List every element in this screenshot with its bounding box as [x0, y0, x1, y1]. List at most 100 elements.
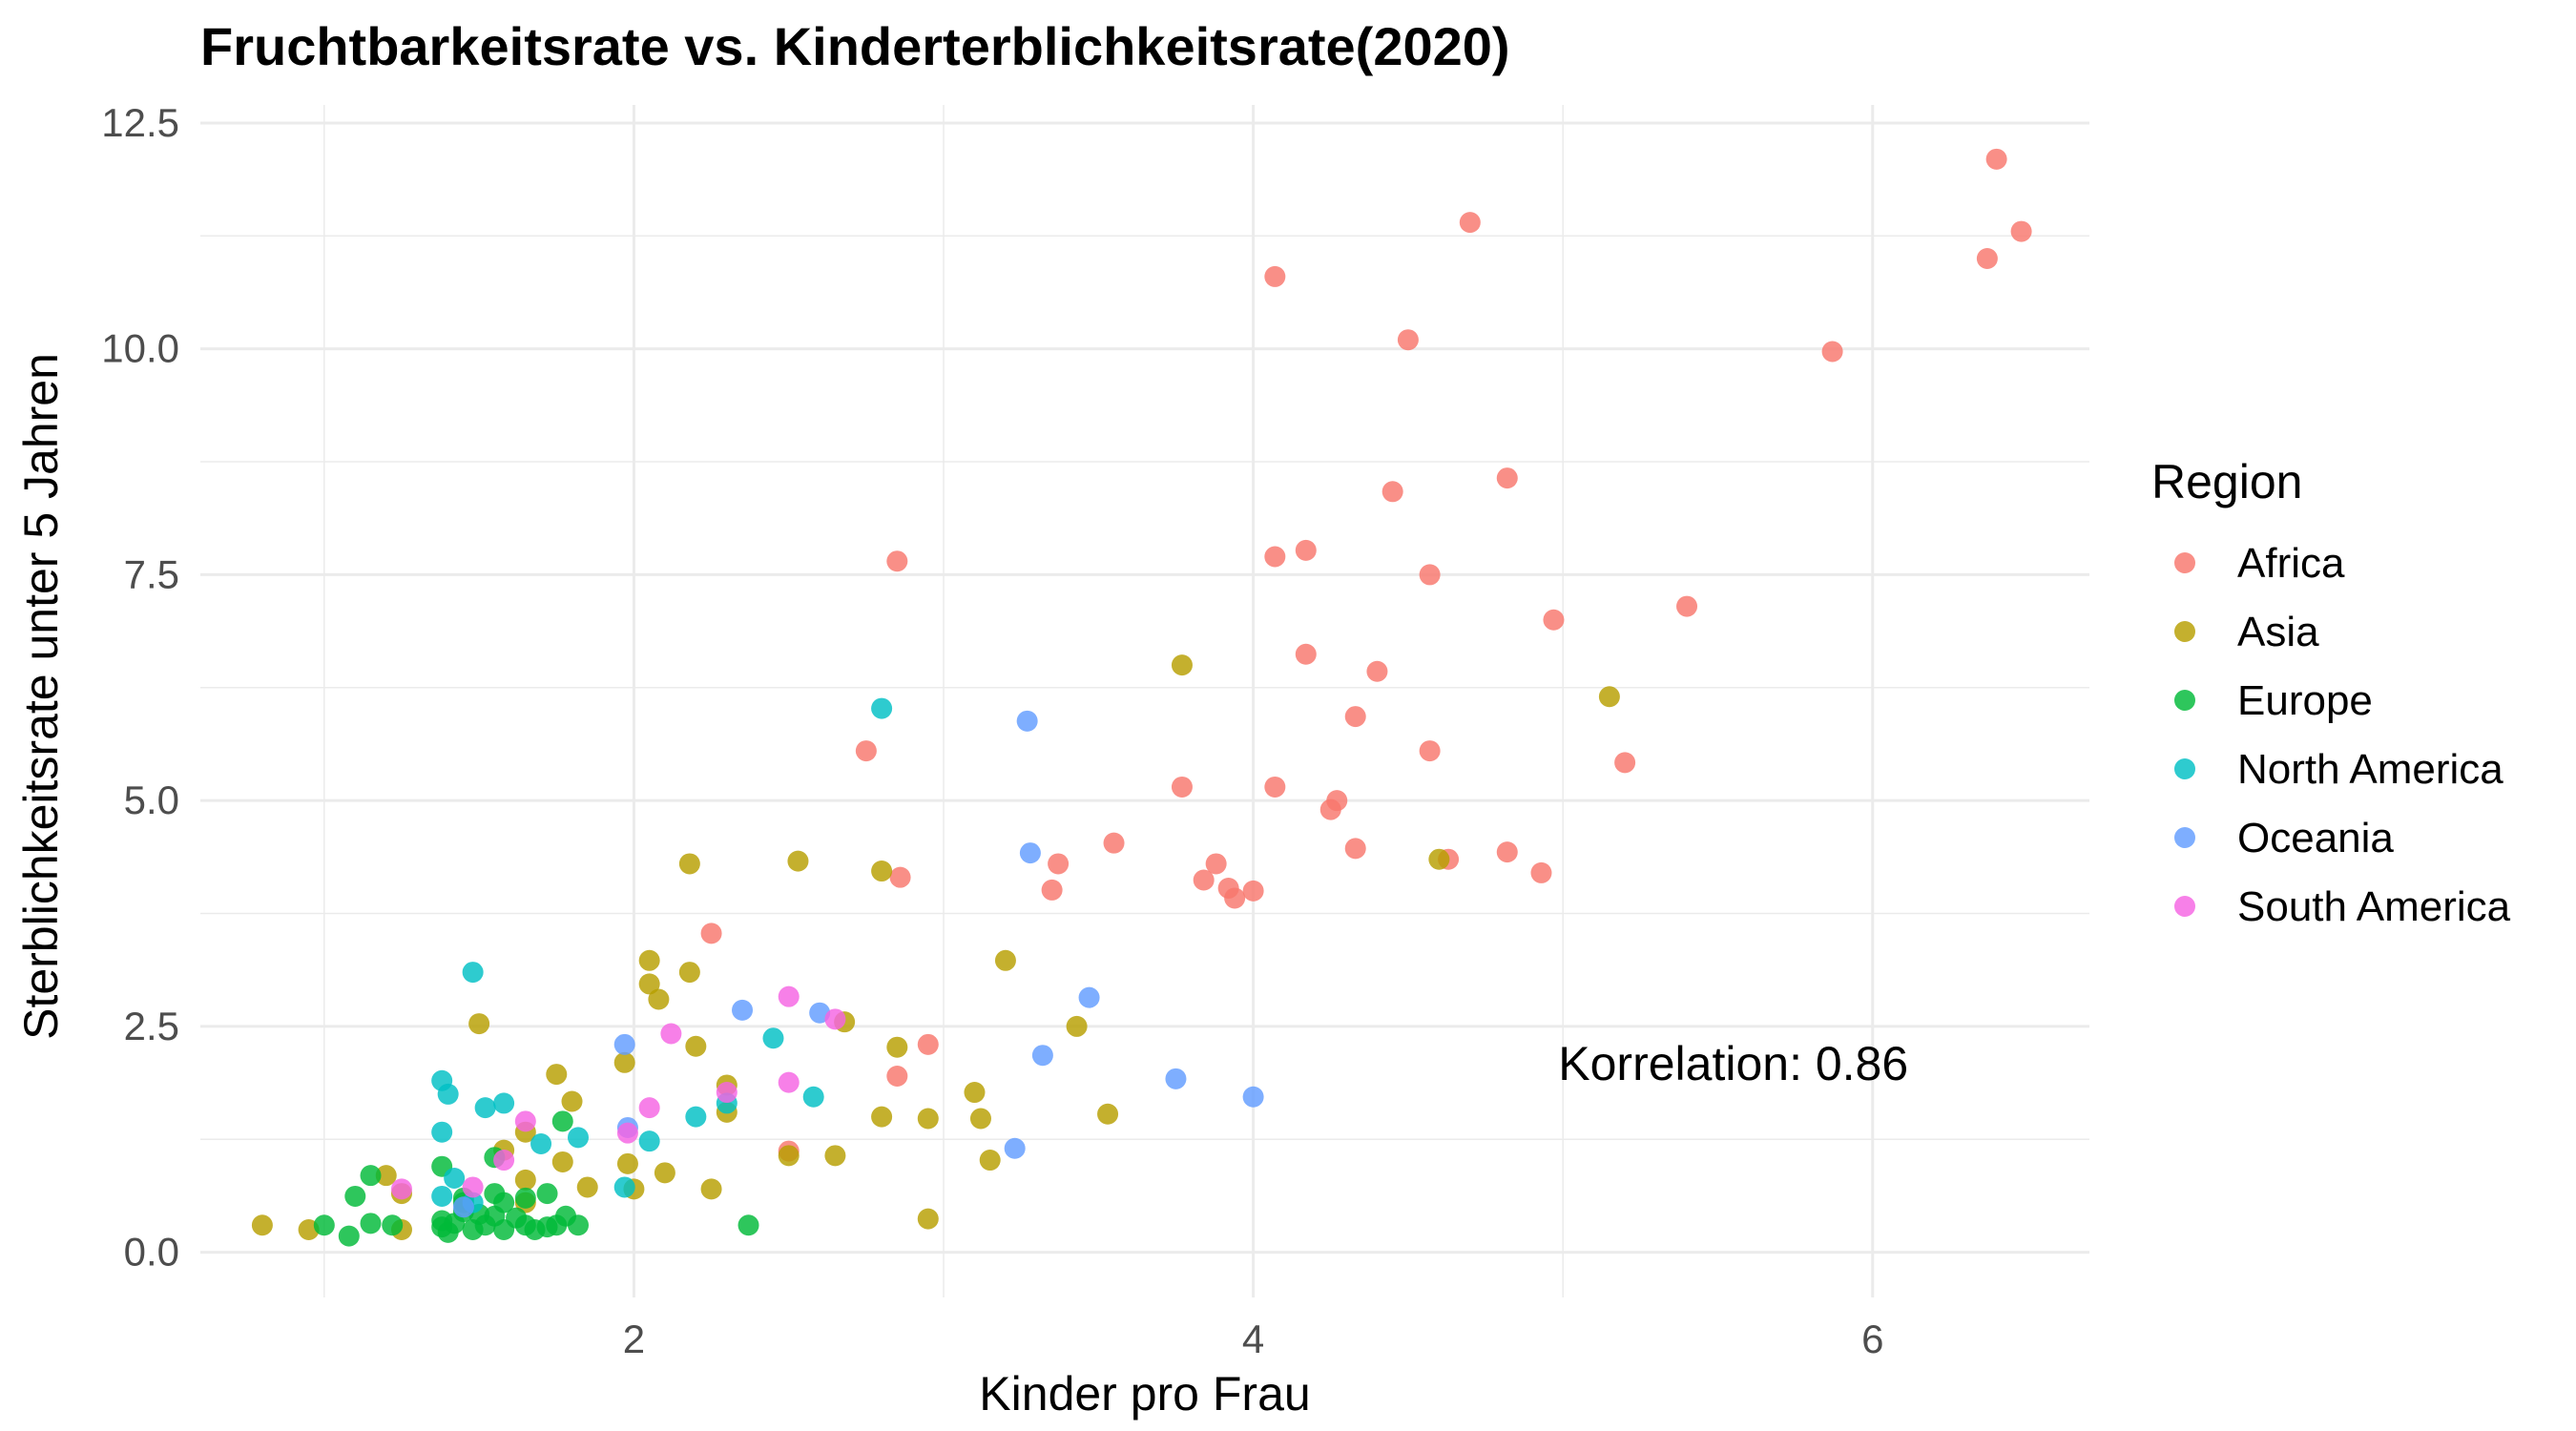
data-point — [824, 1008, 846, 1030]
data-point — [536, 1183, 558, 1205]
legend-key — [2174, 758, 2195, 779]
data-point — [514, 1187, 536, 1209]
data-point — [1165, 1068, 1187, 1089]
data-point — [468, 1013, 490, 1035]
data-point — [1366, 660, 1388, 682]
data-point — [886, 1036, 908, 1058]
data-point — [1205, 853, 1227, 875]
data-point — [431, 1185, 453, 1207]
legend-label: Oceania — [2237, 815, 2394, 861]
data-point — [648, 988, 670, 1010]
legend: Region Africa Asia Europe North America Ocea… — [2151, 455, 2511, 930]
data-point — [546, 1214, 568, 1236]
legend-items: Africa Asia Europe North America Oceania Sout… — [2174, 540, 2511, 930]
series-asia — [251, 654, 1620, 1240]
data-point — [551, 1151, 573, 1172]
data-point — [551, 1110, 573, 1132]
data-point — [1496, 841, 1518, 863]
data-point — [1344, 706, 1366, 728]
data-point — [1295, 539, 1317, 561]
data-point — [493, 1218, 515, 1240]
legend-key — [2174, 621, 2195, 642]
data-point — [1004, 1137, 1026, 1159]
data-point — [871, 697, 893, 719]
data-point — [462, 1176, 484, 1198]
data-point — [561, 1090, 583, 1112]
data-point — [660, 1023, 682, 1045]
y-tick-label: 12.5 — [101, 100, 179, 145]
data-point — [737, 1214, 759, 1236]
data-point — [1496, 467, 1518, 489]
data-point — [546, 1064, 568, 1086]
data-point — [613, 1033, 635, 1055]
legend-label: North America — [2237, 746, 2503, 793]
series-north-america — [431, 697, 893, 1213]
data-point — [444, 1168, 466, 1189]
data-point — [802, 1086, 824, 1108]
data-point — [1242, 1086, 1264, 1108]
data-point — [871, 1106, 893, 1128]
data-point — [1598, 686, 1620, 708]
legend-title: Region — [2151, 455, 2302, 508]
data-point — [889, 866, 911, 888]
series-europe — [313, 1110, 759, 1247]
data-point — [493, 1150, 515, 1172]
data-point — [685, 1035, 707, 1057]
data-point — [616, 1152, 638, 1174]
data-point — [1295, 643, 1317, 665]
data-point — [1193, 869, 1215, 891]
data-point — [1041, 879, 1063, 901]
data-point — [1821, 341, 1843, 363]
data-point — [613, 1051, 635, 1073]
data-point — [1264, 265, 1286, 287]
data-point — [382, 1214, 404, 1236]
grid-layer — [200, 105, 2089, 1297]
data-point — [1397, 329, 1419, 351]
data-point — [1344, 838, 1366, 860]
data-point — [1985, 148, 2007, 170]
x-tick-label: 4 — [1242, 1317, 1264, 1361]
data-point — [855, 740, 877, 762]
data-point — [1419, 564, 1441, 586]
legend-label: Africa — [2237, 540, 2345, 587]
data-point — [964, 1082, 986, 1104]
data-point — [678, 962, 700, 984]
data-point — [1676, 595, 1698, 617]
data-point — [762, 1027, 784, 1049]
data-point — [514, 1110, 536, 1132]
data-point — [1242, 880, 1264, 902]
data-point — [886, 550, 908, 572]
data-point — [1078, 986, 1100, 1008]
data-point — [338, 1225, 360, 1247]
data-point — [969, 1108, 991, 1130]
data-point — [313, 1214, 335, 1236]
y-tick-label: 5.0 — [124, 778, 179, 822]
legend-key — [2174, 552, 2195, 573]
data-point — [524, 1218, 546, 1240]
y-axis-label: Sterblichkeitsrate unter 5 Jahren — [14, 353, 68, 1040]
x-tick-label: 2 — [623, 1317, 645, 1361]
legend-key — [2174, 896, 2195, 917]
data-point — [344, 1185, 366, 1207]
data-point — [576, 1176, 598, 1198]
data-point — [886, 1065, 908, 1087]
data-point — [638, 973, 660, 995]
y-tick-label: 7.5 — [124, 551, 179, 596]
legend-label: South America — [2237, 883, 2511, 930]
data-point — [568, 1214, 589, 1236]
data-point — [474, 1097, 496, 1119]
chart-title: Fruchtbarkeitsrate vs. Kinderterblichkei… — [200, 16, 1510, 76]
data-point — [716, 1082, 737, 1104]
data-point — [917, 1033, 939, 1055]
legend-item: North America — [2174, 746, 2503, 793]
series-africa — [700, 148, 2032, 1162]
data-point — [917, 1108, 939, 1130]
data-point — [1224, 887, 1246, 909]
data-point — [778, 1145, 800, 1167]
data-point — [568, 1127, 589, 1149]
data-point — [917, 1208, 939, 1230]
legend-item: Asia — [2174, 609, 2319, 655]
data-point — [778, 985, 800, 1007]
data-point — [375, 1165, 397, 1187]
